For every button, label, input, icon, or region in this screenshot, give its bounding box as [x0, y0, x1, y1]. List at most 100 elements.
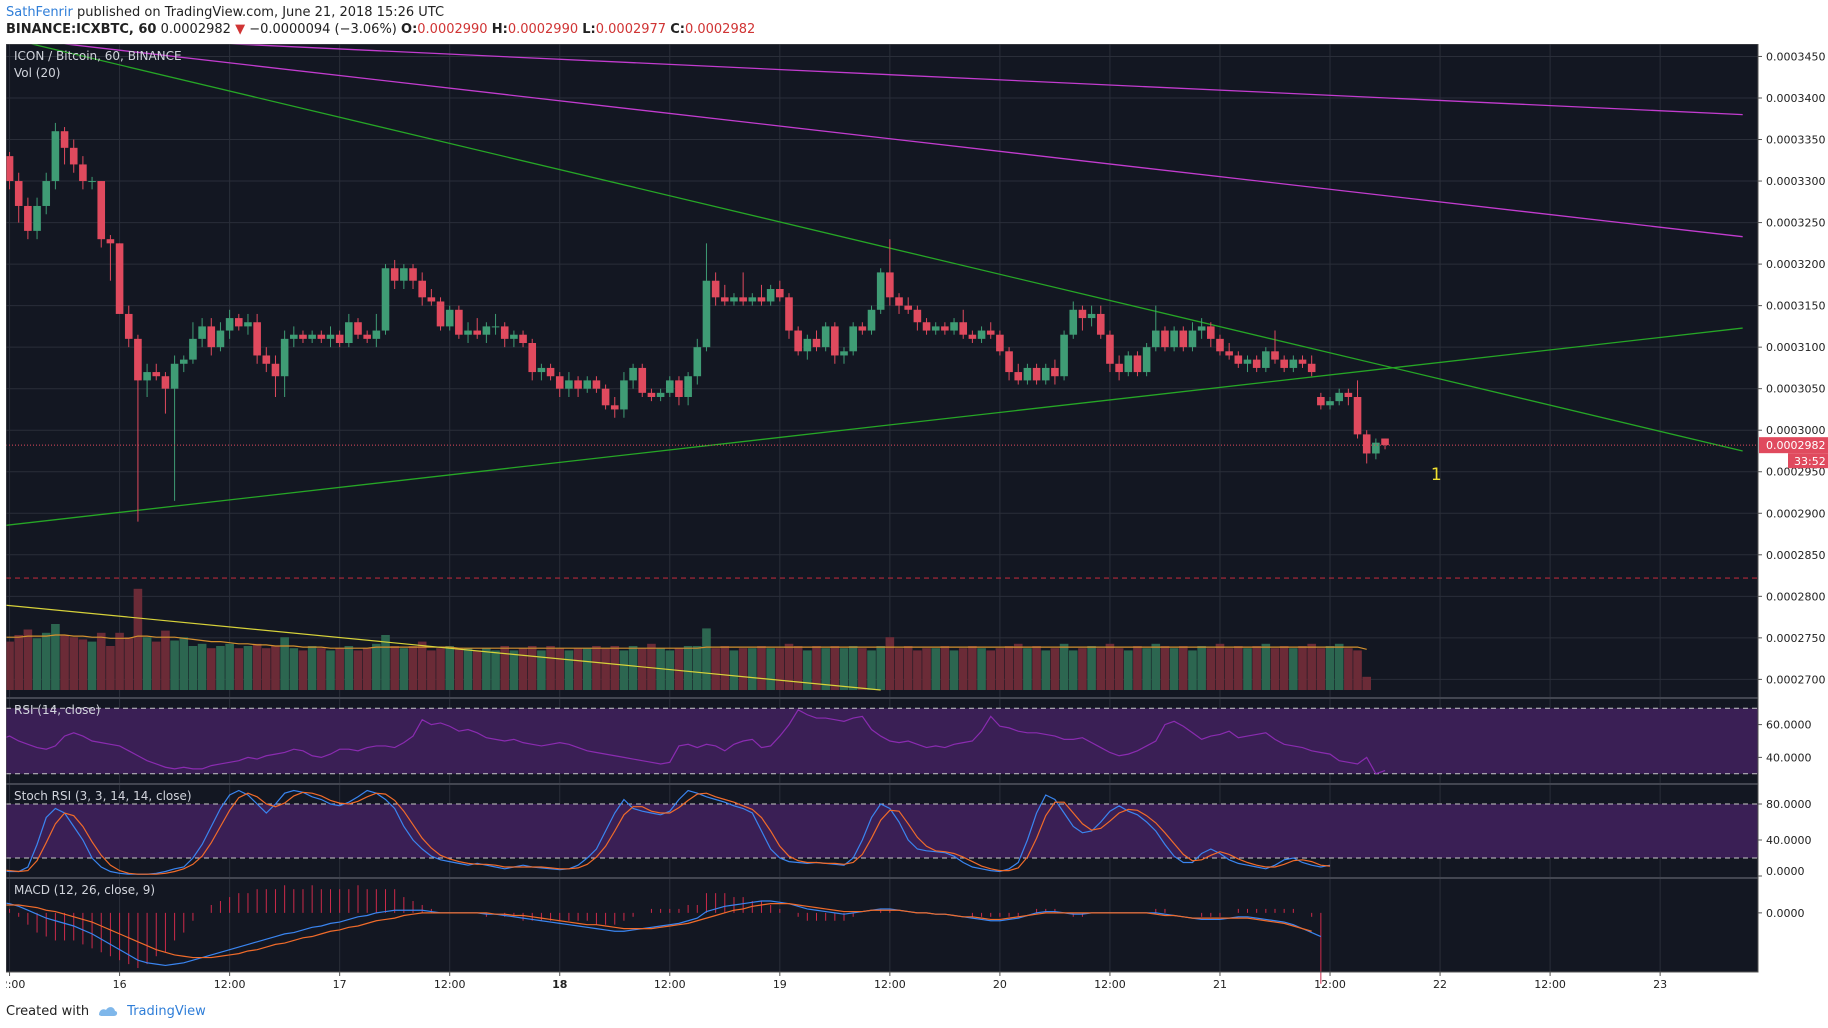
volume-bar [1279, 646, 1289, 690]
volume-trendline [6, 604, 881, 691]
volume-bar [14, 635, 24, 690]
candle-body [629, 367, 637, 381]
candle-body [400, 268, 408, 281]
macd-tick-label: 0.0000 [1766, 907, 1805, 920]
volume-bar [738, 648, 748, 690]
volume-bar [41, 632, 51, 690]
candle-body [776, 289, 784, 298]
volume-bar [170, 640, 179, 690]
time-tick-label: 19 [773, 978, 787, 991]
rsi-band [6, 708, 1758, 774]
time-tick-label: 12:00 [654, 978, 686, 991]
volume-bar [133, 588, 143, 690]
created-with-label: Created with [6, 1003, 90, 1019]
volume-bar [509, 650, 519, 690]
volume-bar [289, 648, 299, 690]
candle-body [225, 318, 234, 331]
volume-bar [335, 648, 344, 690]
volume-bar [977, 648, 986, 690]
volume-bar [500, 646, 510, 690]
candle-body [234, 318, 243, 327]
chart-area[interactable]: 1 ICON / Bitcoin, 60, BINANCE Vol (20) 0.00… [6, 44, 1828, 992]
candle-body [638, 367, 647, 393]
candle-body [592, 380, 601, 389]
candle-body [840, 351, 848, 356]
candle-body [1124, 355, 1133, 373]
volume-bar [1224, 648, 1234, 690]
macd-label: MACD (12, 26, close, 9) [14, 883, 155, 897]
candle-body [1005, 351, 1013, 373]
last-price-tag-text: 0.0002982 [1766, 439, 1826, 452]
candle-body [381, 268, 390, 331]
volume-bar [518, 648, 528, 690]
volume-bar [353, 650, 363, 690]
volume-bar [711, 648, 720, 690]
price-change: −0.0000094 (−3.06%) [249, 22, 397, 37]
volume-bar [1215, 643, 1225, 690]
volume-bar [757, 646, 766, 690]
candle-body [161, 376, 170, 389]
volume-bar [243, 646, 253, 690]
candle-body [1014, 372, 1023, 381]
volume-bar [647, 643, 656, 690]
volume-bar [151, 641, 161, 690]
volume-bar [381, 635, 390, 690]
candle-body [684, 376, 692, 397]
volume-bar [683, 646, 693, 690]
candle-body [299, 334, 307, 339]
publish-info: published on TradingView.com, June 21, 2… [77, 5, 445, 20]
chart-svg[interactable]: 1 ICON / Bitcoin, 60, BINANCE Vol (20) 0.00… [6, 44, 1828, 992]
volume-bar [408, 646, 418, 690]
volume-bar [1151, 643, 1161, 690]
volume-bar [546, 646, 555, 690]
candle-body [977, 330, 986, 339]
price-tick-label: 0.0003450 [1766, 50, 1826, 63]
volume-bar [885, 637, 895, 690]
candle-body [1280, 359, 1288, 368]
volume-bar [748, 648, 757, 690]
candle-body [6, 156, 14, 182]
candle-body [60, 131, 69, 148]
candle-body [941, 326, 949, 331]
candle-body [1106, 334, 1114, 364]
candle-body [390, 268, 399, 281]
volume-bar [949, 650, 959, 690]
volume-bar [1032, 646, 1041, 690]
candle-body [702, 280, 711, 348]
candle-body [464, 330, 472, 335]
candle-body [601, 388, 610, 406]
candle-body [271, 363, 280, 377]
price-tick-label: 0.0002700 [1766, 673, 1826, 686]
volume-bar [1316, 648, 1326, 690]
volume-bar [362, 648, 372, 690]
volume-bar [729, 650, 739, 690]
candle-body [510, 334, 518, 339]
candle-body [1252, 359, 1261, 368]
volume-bar [69, 637, 79, 690]
volume-bar [894, 648, 904, 690]
low-label: L: [582, 22, 596, 37]
price-axis-bg [1758, 44, 1828, 992]
volume-bar [867, 650, 876, 690]
macd-signal-line [6, 903, 1312, 959]
time-tick-label: 12:00 [1314, 978, 1346, 991]
candle-body [216, 330, 225, 348]
high-label: H: [491, 22, 508, 37]
candle-body [1344, 392, 1353, 397]
tradingview-link[interactable]: TradingView [127, 1003, 206, 1019]
volume-bar [1234, 646, 1243, 690]
volume-bar [1289, 648, 1298, 690]
low-value: 0.0002977 [595, 22, 667, 37]
volume-bar [23, 629, 33, 690]
volume-bar [1023, 648, 1032, 690]
candle-body [354, 322, 362, 335]
candle-body [1096, 313, 1105, 335]
candle-body [317, 334, 326, 339]
volume-bar [60, 635, 69, 690]
author-link[interactable]: SathFenrir [6, 5, 73, 20]
volume-bar [913, 650, 922, 690]
rsi-tick-label: 60.0000 [1766, 719, 1812, 732]
volume-bar [1169, 648, 1179, 690]
volume-bar [463, 648, 473, 690]
volume-bar [115, 632, 124, 690]
